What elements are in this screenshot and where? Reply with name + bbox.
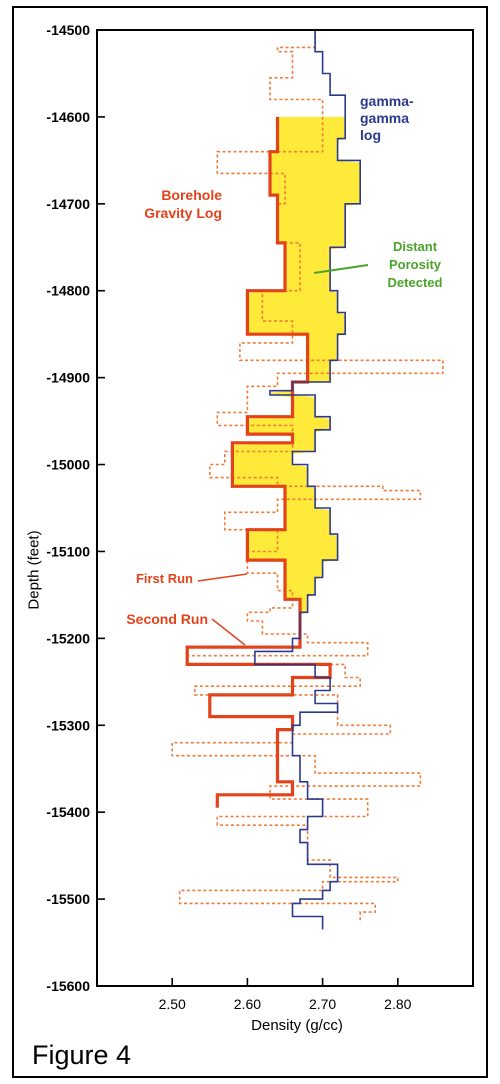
y-tick-label: -15400 — [46, 804, 90, 820]
gamma-gamma-log-annotation: gamma-gamma log — [360, 93, 414, 143]
y-tick-label: -15600 — [46, 978, 90, 994]
first-run-leader-line — [197, 573, 248, 582]
y-tick-label: -15200 — [46, 630, 90, 646]
y-tick-label: -14500 — [46, 22, 90, 38]
second-run-line — [185, 116, 332, 808]
second-run-annotation: Second Run — [126, 611, 208, 627]
y-tick-label: -15500 — [46, 891, 90, 907]
borehole-gravity-log-annotation: Borehole Gravity Log — [144, 187, 222, 221]
distant-porosity-annotation: Distant Porosity Detected — [388, 239, 443, 290]
x-tick-label: 2.60 — [234, 996, 261, 1012]
annotation-layer: gamma-gamma log Borehole Gravity Log Distant… — [126, 93, 443, 646]
x-tick-layer: 2.50 2.60 2.70 2.80 — [159, 978, 412, 1012]
plot-area-border — [96, 29, 474, 987]
y-axis-label: Depth (feet) — [25, 530, 43, 610]
y-tick-label: -14800 — [46, 283, 90, 299]
y-tick-label: -14900 — [46, 370, 90, 386]
x-tick-label: 2.80 — [384, 996, 411, 1012]
y-tick-label: -14700 — [46, 196, 90, 212]
porosity-leader-line — [313, 264, 369, 274]
y-tick-layer: -14500 -14600 -14700 -14800 -14900 -15000 -151… — [46, 22, 105, 994]
y-tick-label: -14600 — [46, 109, 90, 125]
y-tick-label: -15100 — [46, 543, 90, 559]
second-run-leader-line — [211, 618, 246, 646]
y-tick-label: -15000 — [46, 457, 90, 473]
series-layer — [171, 30, 444, 930]
first-run-annotation: First Run — [136, 571, 193, 586]
x-axis-label: Density (g/cc) — [251, 1017, 343, 1034]
x-tick-label: 2.50 — [159, 996, 186, 1012]
x-tick-label: 2.70 — [309, 996, 336, 1012]
figure-caption: Figure 4 — [32, 1040, 132, 1070]
first-run-line — [171, 30, 444, 921]
porosity-shaded-region — [232, 116, 361, 639]
porosity-fill-layer — [232, 116, 361, 639]
y-tick-label: -15300 — [46, 717, 90, 733]
gamma-gamma-log-line — [254, 30, 362, 930]
